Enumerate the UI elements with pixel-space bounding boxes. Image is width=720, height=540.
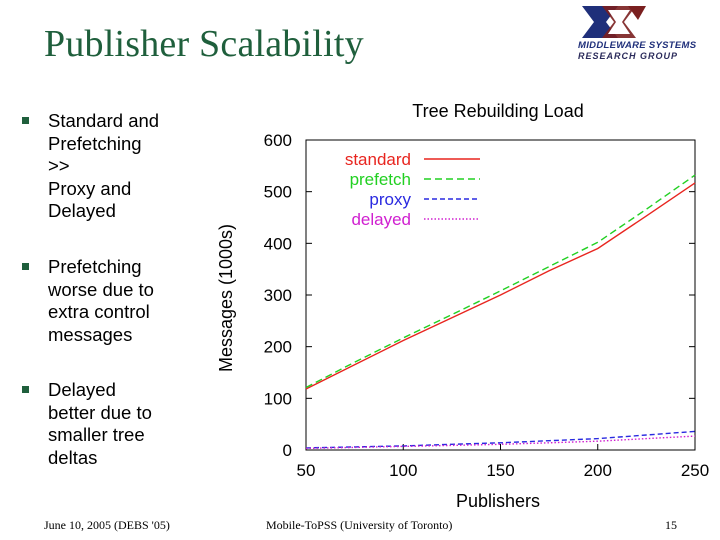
legend-label-proxy: proxy — [369, 190, 411, 209]
research-group-logo: MIDDLEWARE SYSTEMS RESEARCH GROUP — [578, 4, 718, 62]
logo-line-2: RESEARCH GROUP — [578, 51, 679, 61]
square-bullet-icon — [22, 263, 29, 270]
legend-label-standard: standard — [345, 150, 411, 169]
series-line-proxy — [305, 430, 696, 449]
y-tick-label: 0 — [283, 441, 292, 460]
legend-label-prefetch: prefetch — [350, 170, 411, 189]
y-tick-label: 500 — [264, 183, 292, 202]
chart-title: Tree Rebuilding Load — [412, 101, 583, 121]
bullet-text: Prefetching worse due to extra control m… — [48, 256, 154, 345]
slide-title: Publisher Scalability — [44, 23, 364, 65]
y-tick-label: 100 — [264, 389, 292, 408]
bullet-text: Delayed better due to smaller tree delta… — [48, 379, 152, 468]
bullet-text: Standard and Prefetching >> Proxy and De… — [48, 110, 160, 221]
square-bullet-icon — [22, 117, 29, 124]
series-line-standard — [305, 182, 696, 390]
y-tick-label: 200 — [264, 338, 292, 357]
axis-ticks: 0 100 200 300 400 500 600 50 100 150 200 250 — [264, 131, 710, 480]
y-tick-label: 600 — [264, 131, 292, 150]
logo-line-1: MIDDLEWARE SYSTEMS — [578, 40, 697, 51]
y-tick-label: 300 — [264, 286, 292, 305]
y-axis-label: Messages (1000s) — [216, 224, 236, 372]
series-line-prefetch — [305, 174, 696, 389]
square-bullet-icon — [22, 386, 29, 393]
x-tick-label: 250 — [681, 461, 709, 480]
y-tick-label: 400 — [264, 234, 292, 253]
x-axis-label: Publishers — [456, 491, 540, 511]
x-tick-label: 100 — [389, 461, 417, 480]
logo-mark-icon — [582, 6, 646, 38]
footer-page-number: 15 — [665, 518, 677, 532]
legend-label-delayed: delayed — [351, 210, 411, 229]
footer-venue: Mobile-ToPSS (University of Toronto) — [266, 518, 453, 532]
x-tick-label: 150 — [486, 461, 514, 480]
series-lines — [305, 174, 696, 450]
x-tick-label: 200 — [584, 461, 612, 480]
x-tick-label: 50 — [297, 461, 316, 480]
footer-date: June 10, 2005 (DEBS '05) — [44, 518, 170, 532]
